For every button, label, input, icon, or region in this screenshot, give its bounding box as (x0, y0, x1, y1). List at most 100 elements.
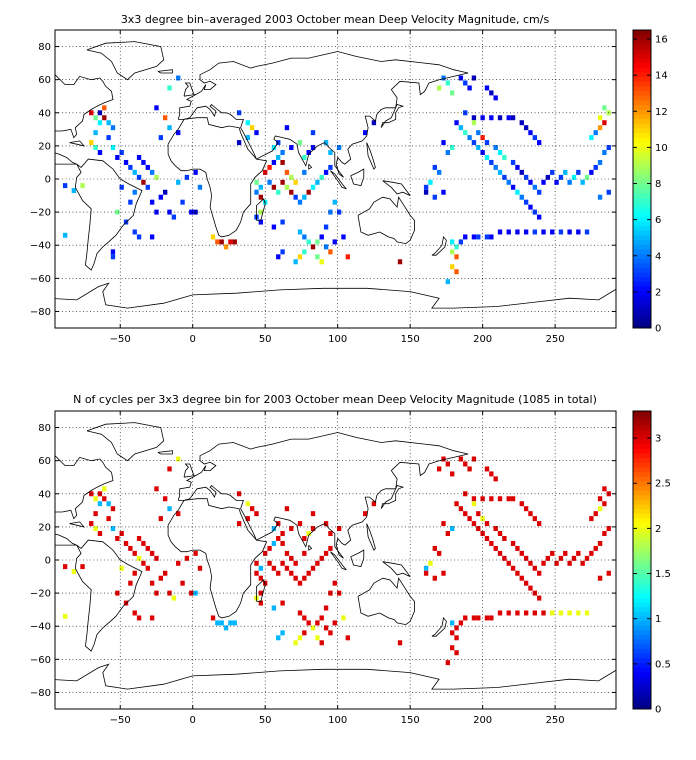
colorbar-segment (633, 206, 651, 213)
data-cell (158, 135, 163, 141)
colorbar-tick-label: 0 (655, 324, 661, 335)
data-cell (106, 120, 111, 126)
data-cell (363, 130, 368, 136)
data-cell (480, 516, 485, 522)
data-cell (528, 179, 533, 185)
data-cell (228, 239, 233, 245)
data-cell (93, 145, 98, 151)
coastline (167, 117, 268, 238)
colorbar-segment (633, 71, 651, 78)
data-cell (106, 501, 111, 507)
data-cell (528, 204, 533, 210)
data-cell (558, 610, 564, 616)
colorbar-segment (633, 267, 651, 273)
colorbar-segment (633, 179, 651, 185)
data-cell (158, 194, 163, 200)
data-cell (593, 511, 598, 517)
data-cell (454, 650, 459, 656)
data-cell (454, 269, 459, 275)
data-cell (93, 115, 98, 121)
colorbar-segment (633, 281, 651, 287)
data-cell (506, 610, 511, 616)
data-cell (128, 580, 133, 586)
data-cell (597, 540, 603, 546)
data-cell (162, 570, 168, 576)
data-cell (302, 154, 307, 160)
data-cell (141, 560, 146, 566)
data-cell (89, 110, 94, 116)
data-cell (258, 565, 264, 571)
data-cell (215, 239, 220, 245)
data-cell (450, 145, 455, 151)
data-cell (550, 550, 555, 556)
data-cell (271, 526, 277, 532)
data-cell (302, 550, 307, 556)
data-cell (254, 189, 259, 195)
data-cell (597, 159, 603, 165)
data-cell (484, 615, 490, 621)
colorbar-segment (633, 30, 651, 36)
data-cell (249, 125, 255, 131)
data-cell (467, 466, 472, 472)
data-cell (584, 229, 590, 235)
data-cell (267, 179, 272, 185)
coastline (350, 168, 365, 187)
data-cell (293, 560, 298, 566)
data-cell (471, 75, 477, 81)
data-cell (445, 150, 451, 155)
colorbar-segment (633, 286, 651, 292)
data-cell (315, 635, 320, 641)
data-cell (189, 209, 194, 215)
data-cell (532, 565, 537, 571)
coastline (55, 417, 114, 546)
data-cell (141, 540, 146, 546)
coastline (380, 104, 405, 128)
y-tick-label: −20 (30, 208, 51, 219)
data-cell (115, 209, 120, 215)
data-cell (302, 575, 307, 581)
data-cell (97, 491, 103, 497)
data-cell (280, 179, 285, 185)
colorbar-segment (633, 592, 651, 598)
colorbar-segment (633, 411, 651, 417)
data-cell (310, 526, 316, 532)
data-cell (249, 506, 255, 512)
data-cell (493, 145, 498, 151)
x-tick-label: 100 (328, 715, 347, 726)
data-cell (310, 625, 316, 631)
data-cell (271, 540, 277, 546)
data-cell (145, 565, 150, 571)
data-cell (197, 184, 203, 190)
y-tick-label: 40 (38, 489, 51, 500)
x-tick-label: 200 (473, 715, 492, 726)
colorbar-segment (633, 420, 651, 426)
coastline (167, 498, 268, 619)
data-cell (289, 570, 294, 576)
y-tick-label: −40 (30, 622, 51, 633)
data-cell (597, 125, 603, 131)
coastline (183, 463, 195, 478)
data-cell (515, 164, 520, 170)
data-cell (132, 550, 137, 556)
data-cell (423, 189, 429, 195)
colorbar: 0 0.5 1 1.5 2 2.5 3 (632, 410, 671, 716)
data-cell (597, 194, 603, 200)
data-cell (510, 496, 516, 502)
coastline (357, 196, 415, 245)
data-cell (445, 279, 451, 285)
data-cell (102, 115, 107, 121)
colorbar-segment (633, 578, 651, 584)
data-cell (245, 135, 250, 141)
colorbar-segment (633, 155, 651, 161)
data-cell (171, 595, 177, 601)
colorbar-segment (633, 290, 651, 296)
colorbar-segment (633, 216, 651, 222)
colorbar-segment (633, 192, 651, 199)
coastline (55, 282, 616, 328)
data-cell (536, 570, 542, 576)
data-cell (176, 75, 181, 81)
y-tick-label: 20 (38, 141, 51, 152)
data-cell (306, 531, 311, 536)
data-cell (180, 199, 185, 205)
coastline (366, 523, 376, 551)
